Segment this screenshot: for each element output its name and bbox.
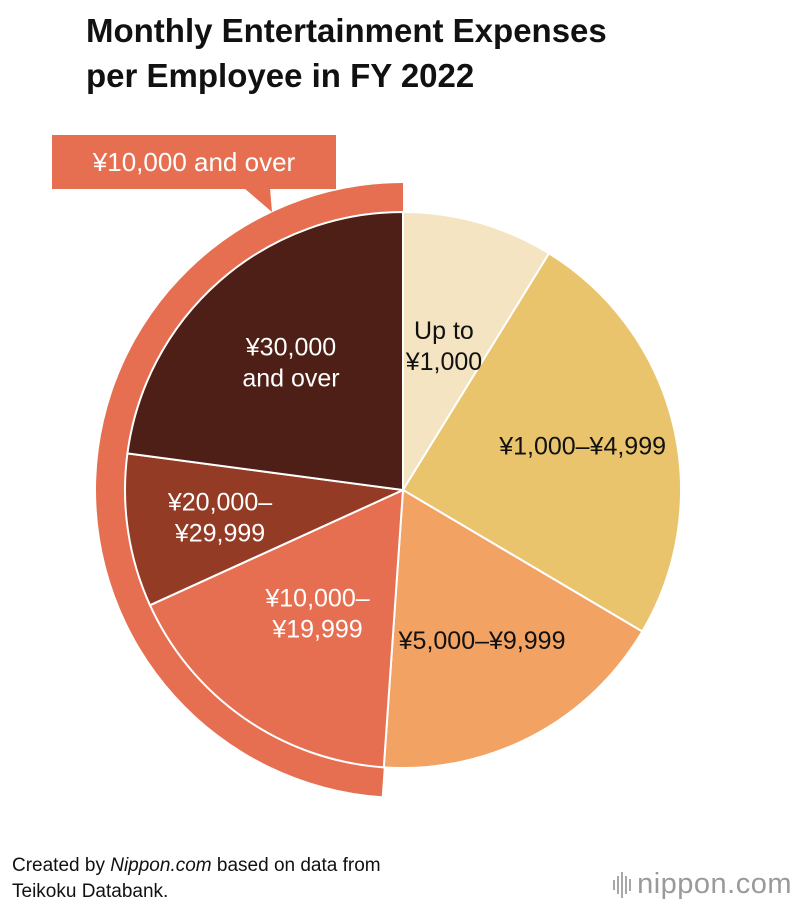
credit-site: Nippon.com [110, 855, 212, 876]
slice-label-up-to-1-000: Up to ¥1,000 [405, 317, 482, 376]
credit-suffix: based on data from [211, 855, 381, 876]
slice-label-20-000-29-999: ¥20,000– ¥29,999 [167, 488, 272, 547]
slice-label-5-000-9-999: ¥5,000–¥9,999 [398, 627, 566, 655]
pie-slice-10-000-19-999 [148, 489, 404, 769]
pie-chart: Up to ¥1,000 ¥1,000–¥4,999 ¥5,000–¥9,999 ¥10… [52, 135, 682, 797]
slice-label-10-000-19-999: ¥10,000– ¥19,999 [264, 585, 369, 644]
credit-line-2: Teikoku Databank. [12, 881, 169, 902]
pie-slice-up-to-1-000 [402, 211, 550, 491]
nippon-logo: nippon.com [613, 868, 792, 901]
chart-title: Monthly Entertainment Expenses per Emplo… [86, 8, 776, 98]
pie-slice-20-000-29-999 [124, 452, 404, 607]
chart-title-line-2: per Employee in FY 2022 [86, 57, 475, 94]
logo-main: nippon [637, 868, 728, 900]
slice-label-1-000-4-999: ¥1,000–¥4,999 [498, 432, 666, 460]
source-credit: Created by Nippon.com based on data from… [12, 853, 381, 905]
pie-slice-30-000-and-over [126, 211, 404, 491]
pie-slice-5-000-9-999 [382, 489, 644, 769]
logo-tld: .com [727, 868, 792, 900]
group-callout-label: ¥10,000 and over [92, 147, 296, 177]
group-callout-pointer [244, 188, 272, 212]
pie-slice-1-000-4-999 [402, 252, 682, 633]
chart-title-line-1: Monthly Entertainment Expenses [86, 12, 607, 49]
credit-prefix: Created by [12, 855, 111, 876]
logo-bars-icon [613, 871, 632, 898]
group-callout-box [52, 135, 336, 189]
slice-label-30-000-and-over: ¥30,000 and over [242, 333, 339, 392]
